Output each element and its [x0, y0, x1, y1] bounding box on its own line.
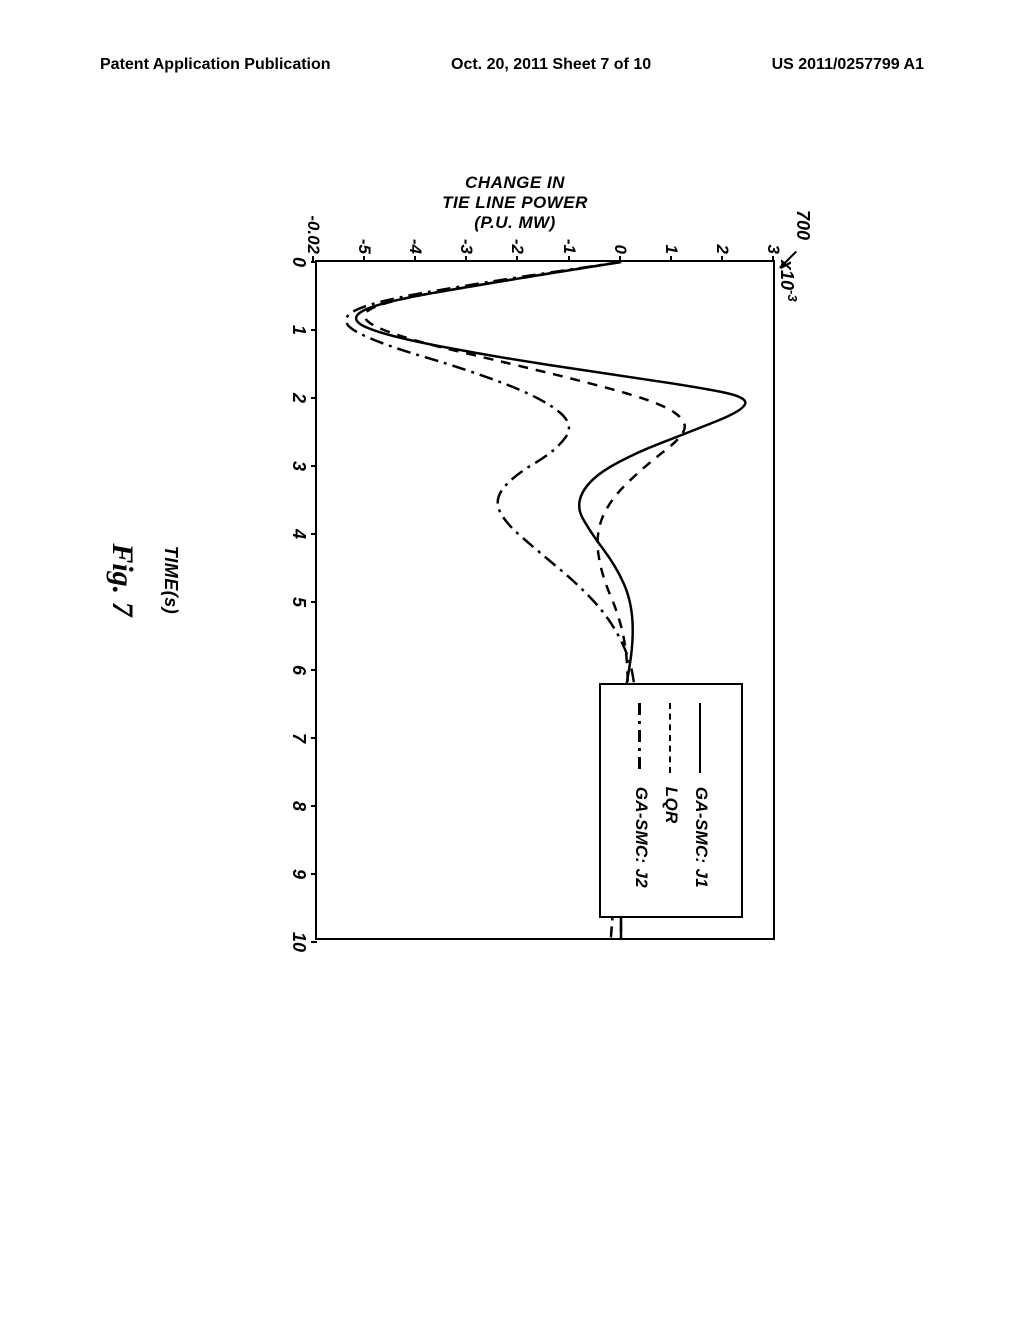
legend-row: LQR [661, 703, 681, 888]
legend-label: GA-SMC: J2 [631, 787, 651, 888]
figure-container: 700 x10-3 CHANGE IN TIE LINE POWER (P.U.… [105, 195, 925, 965]
legend-row: GA-SMC: J2 [631, 703, 651, 888]
y-tick-label: 0 [610, 245, 630, 254]
header-center: Oct. 20, 2011 Sheet 7 of 10 [451, 56, 651, 74]
legend-line-dash-icon [661, 703, 681, 773]
x-axis-label: TIME(s) [160, 546, 181, 615]
x-tick-label: 9 [288, 869, 309, 879]
y-tick-mark [721, 256, 723, 262]
y-tick-label: 2 [712, 245, 732, 254]
y-tick-label: 3 [763, 245, 783, 254]
y-tick-label: -0.02 [303, 215, 323, 254]
chart-box: GA-SMC: J1 LQR GA-SMC: J2 3210-1-2-3-4-5… [315, 260, 775, 940]
y-tick-mark [568, 256, 570, 262]
x-tick-label: 1 [288, 325, 309, 335]
x-tick-label: 10 [288, 932, 309, 952]
x-tick-mark [311, 329, 317, 331]
y-tick-mark [363, 256, 365, 262]
x-tick-label: 3 [288, 461, 309, 471]
header-right: US 2011/0257799 A1 [772, 56, 924, 74]
y-tick-label: -2 [507, 239, 527, 254]
legend-box: GA-SMC: J1 LQR GA-SMC: J2 [599, 683, 743, 918]
y-tick-mark [414, 256, 416, 262]
ref-number: 700 [792, 210, 813, 240]
figure-caption: Fig. 7 [105, 543, 139, 616]
x-tick-label: 6 [288, 665, 309, 675]
x-tick-label: 2 [288, 393, 309, 403]
y-tick-mark [670, 256, 672, 262]
y-tick-mark [619, 256, 621, 262]
curve-dashdot [346, 262, 635, 938]
legend-line-solid-icon [691, 703, 711, 773]
y-tick-mark [772, 256, 774, 262]
x-tick-mark [311, 465, 317, 467]
y-tick-mark [465, 256, 467, 262]
x-tick-label: 0 [288, 257, 309, 267]
x-tick-label: 5 [288, 597, 309, 607]
y-tick-mark [516, 256, 518, 262]
legend-label: LQR [661, 787, 681, 824]
x-tick-mark [311, 873, 317, 875]
y-tick-label: -4 [405, 239, 425, 254]
x-tick-mark [311, 805, 317, 807]
x-tick-mark [311, 397, 317, 399]
y-tick-label: -3 [456, 239, 476, 254]
page-header: Patent Application Publication Oct. 20, … [0, 56, 1024, 74]
y-tick-label: -5 [354, 239, 374, 254]
x-tick-mark [311, 261, 317, 263]
y-axis-label: CHANGE IN TIE LINE POWER (P.U. MW) [442, 173, 588, 233]
x-tick-mark [311, 601, 317, 603]
x-tick-label: 4 [288, 529, 309, 539]
x-tick-mark [311, 737, 317, 739]
x-tick-mark [311, 669, 317, 671]
header-left: Patent Application Publication [100, 56, 331, 74]
y-tick-label: -1 [559, 239, 579, 254]
chart-area: 700 x10-3 CHANGE IN TIE LINE POWER (P.U.… [235, 170, 795, 990]
x-tick-mark [311, 533, 317, 535]
x-tick-mark [311, 941, 317, 943]
y-exponent: x10-3 [776, 260, 800, 302]
legend-line-dashdot-icon [631, 703, 651, 773]
legend-label: GA-SMC: J1 [691, 787, 711, 888]
x-tick-label: 7 [288, 733, 309, 743]
legend-row: GA-SMC: J1 [691, 703, 711, 888]
y-tick-label: 1 [661, 245, 681, 254]
x-tick-label: 8 [288, 801, 309, 811]
